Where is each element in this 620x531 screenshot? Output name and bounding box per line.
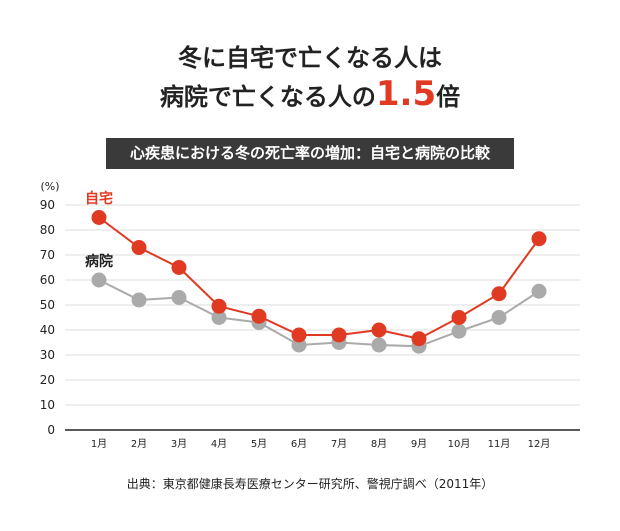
data-point (491, 310, 507, 325)
y-tick-label: 70 (40, 248, 55, 262)
y-tick-label: 50 (40, 298, 55, 312)
y-tick-label: 90 (40, 198, 55, 212)
series-line-home (98, 216, 540, 340)
series-line-hospital (98, 279, 540, 348)
y-tick-label: 0 (47, 423, 55, 437)
title-line-1: 冬に自宅で亡くなる人は (178, 44, 442, 72)
data-point (211, 310, 227, 325)
x-tick-label: 6月 (291, 438, 307, 450)
y-axis-unit: (%) (40, 180, 59, 193)
y-tick-label: 30 (40, 348, 55, 362)
x-tick-label: 3月 (171, 438, 187, 450)
x-tick-label: 2月 (131, 438, 147, 450)
x-tick-label: 5月 (251, 438, 267, 450)
y-tick-label: 40 (40, 323, 55, 337)
data-point (211, 298, 227, 314)
title-number: 1.5 (375, 74, 437, 114)
data-point (91, 210, 107, 225)
data-point (171, 290, 187, 305)
y-tick-label: 10 (40, 398, 55, 412)
data-point (451, 310, 467, 325)
y-tick-label: 80 (40, 223, 55, 237)
data-point (131, 240, 147, 255)
data-point (371, 337, 387, 353)
x-tick-label: 7月 (331, 438, 347, 450)
source-note: 出典：東京都健康長寿医療センター研究所、警視庁調べ（2011年） (126, 477, 494, 491)
series-label-hospital: 病院 (85, 253, 113, 270)
data-point (331, 327, 347, 343)
chart-subtitle: 心疾患における冬の死亡率の増加：自宅と病院の比較 (106, 138, 514, 169)
x-tick-label: 11月 (488, 438, 511, 450)
x-tick-label: 12月 (528, 438, 551, 450)
x-tick-label: 9月 (411, 438, 427, 450)
title-line-2: 病院で亡くなる人の1.5倍 (0, 74, 620, 114)
data-point (251, 308, 267, 324)
x-tick-label: 4月 (211, 438, 227, 450)
data-point (291, 327, 307, 343)
x-tick-label: 8月 (371, 438, 387, 450)
data-point (91, 272, 107, 288)
y-tick-label: 20 (40, 373, 55, 387)
y-tick-label: 60 (40, 273, 55, 287)
title-prefix: 病院で亡くなる人の (159, 83, 376, 111)
data-point (131, 292, 147, 308)
data-point (371, 322, 387, 338)
data-point (171, 260, 187, 275)
data-point (531, 283, 547, 299)
data-point (491, 286, 507, 302)
x-tick-label: 1月 (91, 438, 107, 450)
series-label-home: 自宅 (85, 190, 113, 207)
title-suffix: 倍 (436, 83, 461, 111)
x-tick-label: 10月 (448, 438, 471, 450)
data-point (411, 331, 427, 347)
data-point (531, 231, 547, 247)
data-point (451, 323, 467, 339)
